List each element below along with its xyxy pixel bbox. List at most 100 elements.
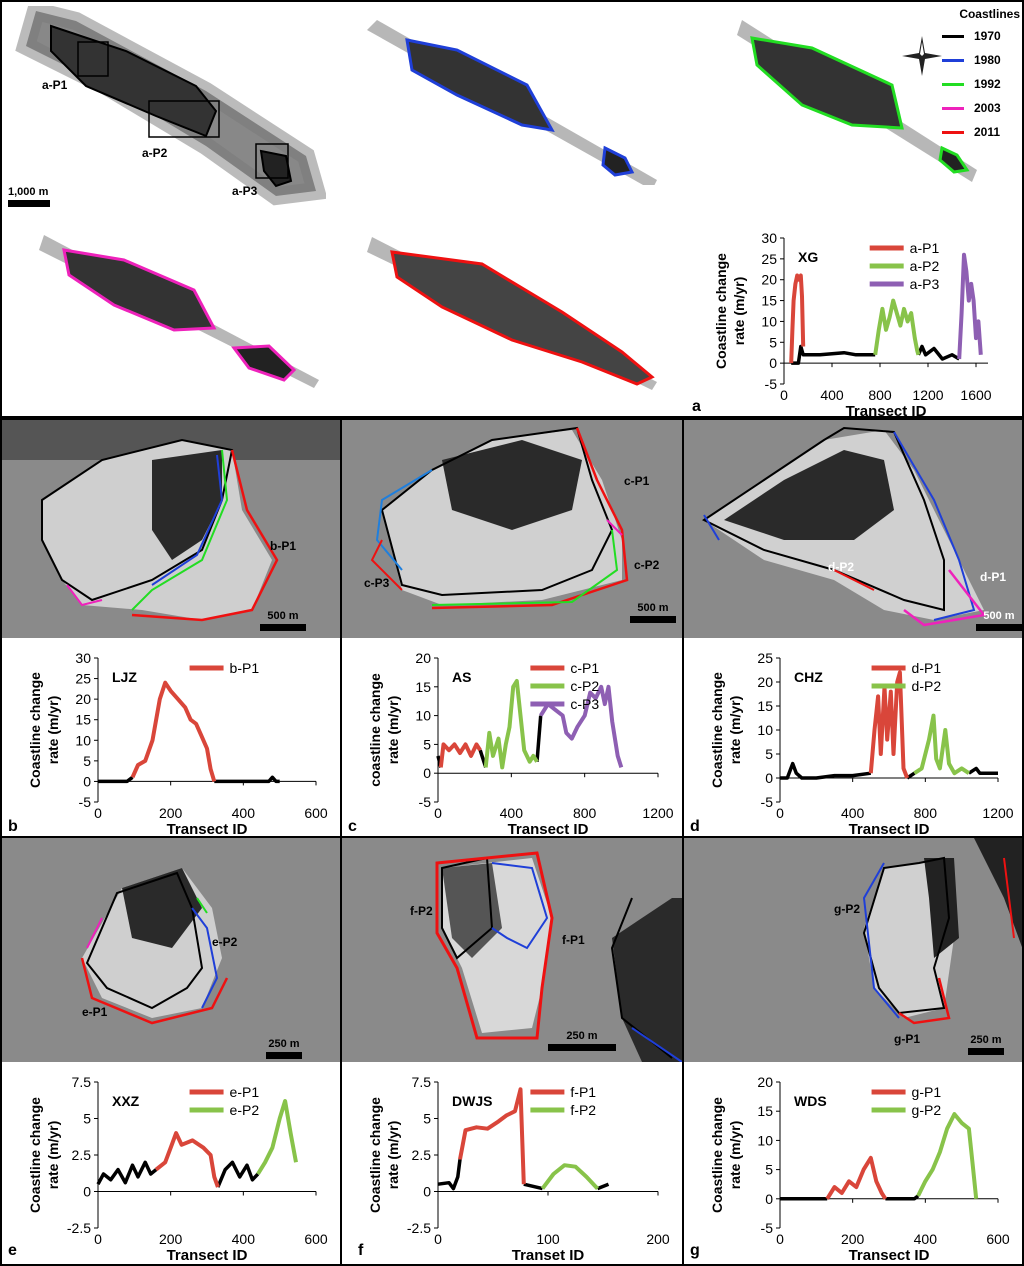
map-label-c-p3: c-P3: [364, 576, 390, 590]
chart-c-ytick-label: 20: [415, 650, 431, 666]
chart-f-legend-label-f-P1: f-P1: [570, 1084, 596, 1100]
sat-d: [684, 420, 1022, 638]
legend-label-2011: 2011: [974, 125, 1001, 139]
chart-a-xtick-label: 800: [868, 387, 892, 403]
chart-a-series-a-P1: [789, 273, 806, 364]
map-label-a-p2: a-P2: [142, 146, 168, 160]
chart-d-ytick-label: 5: [765, 746, 773, 762]
chart-d-legend-label-d-P2: d-P2: [912, 678, 942, 694]
chart-d-xtick-label: 800: [914, 805, 938, 821]
chart-f-series-f-P2: [540, 1163, 599, 1190]
scale-label-e: 250 m: [268, 1038, 300, 1050]
chart-d-base-line-2: [967, 766, 998, 775]
panel-g: g-P2 g-P1 250 m -5 0 5 10 15 20 0 200 400 600 Tran…: [682, 836, 1024, 1266]
chart-g-ytick-label: 5: [765, 1162, 773, 1178]
chart-a-ytick-label: 5: [769, 334, 777, 350]
panel-label-b: b: [8, 818, 18, 835]
chart-a-series-a-P3: [957, 252, 983, 360]
panel-a: a-P1 a-P2 a-P3 1,000 m Coastlines 1970 1…: [0, 0, 1024, 418]
chart-a-ytick-label: 25: [761, 251, 777, 267]
chart-g-ytick-label: 20: [757, 1074, 773, 1090]
scale-label-f: 250 m: [566, 1030, 598, 1042]
legend-swatch-2011: [942, 130, 964, 134]
chart-f-ylabel-line1: Coastline change: [367, 1097, 383, 1213]
chart-c-site-label: AS: [452, 669, 471, 685]
chart-d-ylabel-line2: rate (m/yr): [727, 696, 743, 764]
chart-g-xtick-label: 600: [986, 1231, 1010, 1247]
chart-b-legend-label-b-P1: b-P1: [230, 660, 260, 676]
chart-f-series-f-P1: [458, 1087, 526, 1185]
legend-swatch-1970: [942, 34, 964, 38]
scale-label-a: 1,000 m: [8, 186, 49, 198]
panel-label-g: g: [690, 1242, 700, 1259]
scale-bar-f: 250 m: [548, 1030, 616, 1051]
chart-g-ylabel-line1: Coastline change: [709, 1097, 725, 1213]
panel-label-d: d: [690, 818, 700, 835]
scale-bar-e: 250 m: [266, 1038, 302, 1059]
legend-item-2003: 2003: [942, 96, 1022, 120]
chart-f-base-line-1: [523, 1182, 543, 1191]
chart-c-ytick-label: 10: [415, 708, 431, 724]
chart-g-legend-label-g-P1: g-P1: [912, 1084, 942, 1100]
chart-b: -5 0 5 10 15 20 25 30 0 200 400 600 Transect ID Coast…: [6, 642, 340, 836]
chart-c-ytick-label: -5: [419, 794, 432, 810]
chart-c-series-c-P3: [539, 684, 624, 768]
chart-b-base-line-1: [214, 775, 280, 784]
chart-g-series-g-P2: [916, 1112, 979, 1200]
legend-label-1970: 1970: [974, 29, 1001, 43]
map-label-c-p2: c-P2: [634, 558, 660, 572]
chart-e-xtick-label: 400: [232, 1231, 256, 1247]
scale-bar-a-graphic: [8, 200, 50, 207]
chart-f-base-line-0: [437, 1159, 462, 1191]
chart-g-ytick-label: -5: [761, 1220, 774, 1236]
scale-bar-g-graphic: [968, 1048, 1004, 1055]
chart-c-xtick-label: 400: [500, 805, 524, 821]
chart-b-ytick-label: 25: [75, 671, 91, 687]
chart-a-ylabel-line2: rate (m/yr): [731, 277, 747, 345]
chart-d-ytick-label: 15: [757, 698, 773, 714]
scale-bar-g: 250 m: [968, 1034, 1004, 1055]
chart-d-series-d-P2: [913, 713, 971, 776]
scale-bar-a: 1,000 m: [8, 186, 50, 207]
sat-a-2003: [34, 220, 324, 390]
chart-d-xlabel: Transect ID: [849, 821, 930, 838]
chart-b-site-label: LJZ: [112, 669, 137, 685]
panel-d: d-P2 d-P1 500 m -5 0 5 10 15 20 25 0 400 800 1200 T…: [682, 418, 1024, 838]
chart-a-xtick-label: 1200: [912, 387, 943, 403]
scale-bar-d: 500 m: [976, 610, 1022, 631]
chart-d-xtick-label: 0: [776, 805, 784, 821]
chart-a-ytick-label: -5: [765, 376, 778, 392]
scale-bar-d-graphic: [976, 624, 1022, 631]
chart-e-ytick-label: -2.5: [67, 1220, 91, 1236]
chart-a-xtick-label: 1600: [960, 387, 991, 403]
chart-b-ytick-label: -5: [79, 794, 92, 810]
scale-bar-e-graphic: [266, 1052, 302, 1059]
map-label-g-p2: g-P2: [834, 902, 861, 916]
legend-swatch-1980: [942, 58, 964, 62]
scale-bar-f-graphic: [548, 1044, 616, 1051]
legend-label-1992: 1992: [974, 77, 1001, 91]
map-label-f-p1: f-P1: [562, 933, 585, 947]
map-label-g-p1: g-P1: [894, 1032, 921, 1046]
chart-b-ytick-label: 20: [75, 691, 91, 707]
chart-b-base-line-0: [98, 775, 134, 784]
chart-e-base-line-1: [216, 1160, 260, 1188]
compass-rose-icon: [902, 36, 942, 76]
chart-b-series-b-P1: [130, 680, 217, 782]
chart-c-xlabel: Transect ID: [508, 821, 589, 838]
chart-a: -5 0 5 10 15 20 25 30 0 400 800 1200 1600 Transect ID…: [692, 222, 1012, 416]
chart-e-legend-label-e-P2: e-P2: [230, 1102, 260, 1118]
chart-d-ylabel-line1: Coastline change: [709, 672, 725, 788]
chart-g-ytick-label: 15: [757, 1103, 773, 1119]
legend-item-1980: 1980: [942, 48, 1022, 72]
chart-c: -5 0 5 10 15 20 0 400 800 1200 Transect ID coastlin…: [346, 642, 682, 838]
scale-bar-c-graphic: [630, 616, 676, 623]
map-label-e-p2: e-P2: [212, 935, 238, 949]
chart-a-ytick-label: 0: [769, 355, 777, 371]
chart-e-ytick-label: 7.5: [72, 1074, 92, 1090]
chart-g-base-line-1: [885, 1194, 920, 1201]
scale-label-g: 250 m: [970, 1034, 1002, 1046]
